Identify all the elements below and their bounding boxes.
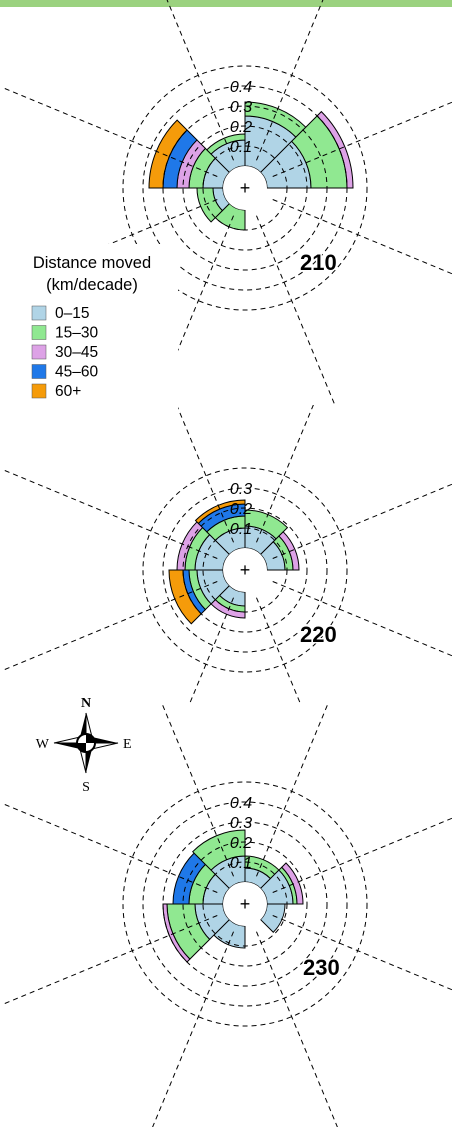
rose-plot-220: +0.3 0.2 0.1 <box>4 405 452 705</box>
legend-background <box>0 244 178 414</box>
ring-230-5 <box>122 781 368 1027</box>
center-mark-220: + <box>240 560 251 580</box>
top-accent-bar <box>0 0 452 7</box>
legend-swatch-0–15 <box>31 305 47 321</box>
ring-210-1 <box>202 145 288 231</box>
ring-220-1 <box>202 527 288 613</box>
wedge-230-s7-15–30 <box>191 829 246 871</box>
spoke-210-1 <box>272 101 452 177</box>
legend-label-30–45: 30–45 <box>55 344 98 361</box>
ring-210-5 <box>122 65 368 311</box>
ring-210-4 <box>142 85 348 291</box>
compass-label-s: S <box>82 780 90 795</box>
rose-plot-230: +0.4 0.3 0.2 0.1 <box>4 705 452 1127</box>
spoke-220-4 <box>188 597 234 705</box>
plot-label-230: 230 <box>303 955 340 980</box>
legend-items: 0–15 15–30 30–45 45–60 60+ <box>31 305 98 400</box>
spoke-220-7 <box>176 405 234 543</box>
center-hole-210 <box>223 166 267 210</box>
spoke-230-7 <box>162 705 234 877</box>
compass-center-quadrant-sw <box>77 743 86 752</box>
spoke-220-1 <box>272 483 452 559</box>
spoke-210-3 <box>256 215 336 405</box>
compass-label-e: E <box>123 737 132 752</box>
spoke-230-5 <box>4 915 218 1004</box>
radial-tick-label-230-0.3: 0.3 <box>230 815 252 832</box>
spoke-220-2 <box>272 581 452 657</box>
rose-plots: +0.4 0.3 0.2 0.1 210 +0.3 0.2 0.1 220 +0.4 0.3 0.2 0… <box>4 0 452 1127</box>
compass-label-w: W <box>36 737 50 752</box>
spoke-230-4 <box>152 931 234 1127</box>
ring-220-4 <box>142 467 348 673</box>
legend-label-60+: 60+ <box>55 383 81 400</box>
legend-title-line2: (km/decade) <box>46 276 138 294</box>
spoke-220-6 <box>4 470 218 559</box>
wedge-220-s1-30–45 <box>278 531 300 571</box>
ring-230-4 <box>142 801 348 1007</box>
spoke-230-3 <box>256 931 338 1127</box>
spoke-230-2 <box>272 915 452 991</box>
legend-swatch-45–60 <box>31 364 47 379</box>
legend-label-45–60: 45–60 <box>55 364 98 381</box>
spoke-210-7 <box>166 0 234 161</box>
radial-tick-label-230-0.1: 0.1 <box>230 855 252 872</box>
spoke-220-3 <box>256 597 302 705</box>
ring-230-2 <box>182 841 308 967</box>
center-mark-210: + <box>240 178 251 198</box>
plot-label-220: 220 <box>300 622 337 647</box>
spoke-220-5 <box>4 581 218 670</box>
radial-tick-label-220-0.1: 0.1 <box>230 521 252 538</box>
center-hole-220 <box>223 548 267 592</box>
ring-230-3 <box>162 821 328 987</box>
legend-title-line1: Distance moved <box>33 254 151 272</box>
radial-tick-label-230-0.4: 0.4 <box>230 795 252 812</box>
radial-tick-label-230-0.2: 0.2 <box>230 835 252 852</box>
spoke-210-2 <box>272 199 452 275</box>
spoke-210-6 <box>4 88 218 177</box>
rose-plot-210: +0.4 0.3 0.2 0.1 <box>4 0 452 405</box>
ring-220-2 <box>182 507 308 633</box>
plot-label-210: 210 <box>300 250 337 275</box>
legend-label-15–30: 15–30 <box>55 325 98 342</box>
radial-tick-label-210-0.1: 0.1 <box>230 139 252 156</box>
radial-tick-label-210-0.3: 0.3 <box>230 99 252 116</box>
wedge-220-s7-60+ <box>194 499 246 525</box>
spoke-230-0 <box>256 705 328 877</box>
ring-230-1 <box>202 861 288 947</box>
spoke-230-6 <box>4 804 218 893</box>
radial-tick-label-220-0.2: 0.2 <box>230 501 252 518</box>
radial-tick-label-210-0.4: 0.4 <box>230 79 252 96</box>
wedge-230-s1-30–45 <box>281 862 304 905</box>
legend-swatch-15–30 <box>31 325 47 340</box>
wedge-210-s7-15–30 <box>206 133 246 155</box>
spoke-220-0 <box>256 405 314 543</box>
compass-rose: N S E W <box>36 696 132 795</box>
radial-tick-label-220-0.3: 0.3 <box>230 481 252 498</box>
legend: Distance moved (km/decade) 0–15 15–30 30–4… <box>0 244 178 414</box>
spoke-210-0 <box>256 0 324 161</box>
radial-tick-label-210-0.2: 0.2 <box>230 119 252 136</box>
compass-center-quadrant-ne <box>86 734 95 743</box>
ring-220-3 <box>162 487 328 653</box>
legend-label-0–15: 0–15 <box>55 305 89 322</box>
legend-swatch-30–45 <box>31 344 47 360</box>
center-mark-230: + <box>240 894 251 914</box>
compass-label-n: N <box>81 696 91 711</box>
ring-210-2 <box>182 125 308 251</box>
wedge-220-s0-15–30 <box>244 509 289 540</box>
legend-swatch-60+ <box>31 383 47 399</box>
spoke-230-1 <box>272 817 452 893</box>
center-hole-230 <box>223 882 267 926</box>
ring-210-3 <box>162 105 328 271</box>
